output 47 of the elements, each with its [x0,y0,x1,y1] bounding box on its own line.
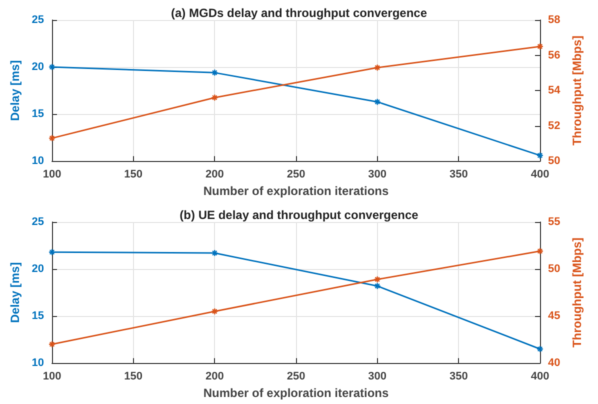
y-tick-label: 10 [32,155,44,168]
point [374,64,381,72]
y2-tick-label: 55 [548,216,560,228]
y-axis-title: Delay [ms] [8,60,22,121]
point [211,69,218,76]
y2-tick-label: 40 [548,357,560,370]
chart-title: (a) MGDs delay and throughput convergence [170,6,428,20]
y2-tick-label: 54 [548,84,562,97]
y2-axis-title: Throughput [Mbps] [570,36,584,146]
x-tick-label: 100 [42,168,62,181]
y2-tick-label: 45 [548,310,560,322]
x-tick-label: 300 [368,370,387,383]
y2-tick-label: 58 [548,14,560,26]
y-tick-label: 25 [32,216,44,228]
y2-tick-label: 52 [548,120,560,132]
point [211,94,218,102]
chart-title: (b) UE delay and throughput convergence [180,208,419,222]
point [374,282,381,290]
y2-axis-title: Throughput [Mbps] [570,238,584,348]
x-tick-label: 150 [124,168,143,181]
x-tick-label: 350 [449,168,468,181]
x-axis-title: Number of exploration iterations [203,184,389,198]
x-tick-label: 150 [124,370,143,383]
x-tick-label: 300 [368,168,387,181]
point [211,249,218,257]
y-tick-label: 20 [32,61,44,74]
x-axis-title: Number of exploration iterations [203,386,389,400]
x-tick-label: 100 [42,370,62,383]
y-tick-label: 10 [32,357,44,370]
y-tick-label: 20 [32,263,44,276]
y-axis-title: Delay [ms] [8,262,22,323]
x-tick-label: 250 [286,370,306,383]
y2-tick-label: 50 [548,263,560,276]
point [211,308,218,315]
x-tick-label: 400 [530,168,550,181]
x-tick-label: 200 [205,370,224,383]
x-tick-label: 250 [286,168,306,181]
y-tick-label: 25 [32,14,44,26]
y2-tick-label: 50 [548,155,560,168]
y2-tick-label: 56 [548,49,560,62]
y-tick-label: 15 [32,108,44,120]
x-tick-label: 400 [530,370,550,383]
point [374,276,381,283]
x-tick-label: 350 [449,370,468,383]
point [374,98,381,106]
y-tick-label: 15 [32,310,44,322]
x-tick-label: 200 [205,168,224,181]
